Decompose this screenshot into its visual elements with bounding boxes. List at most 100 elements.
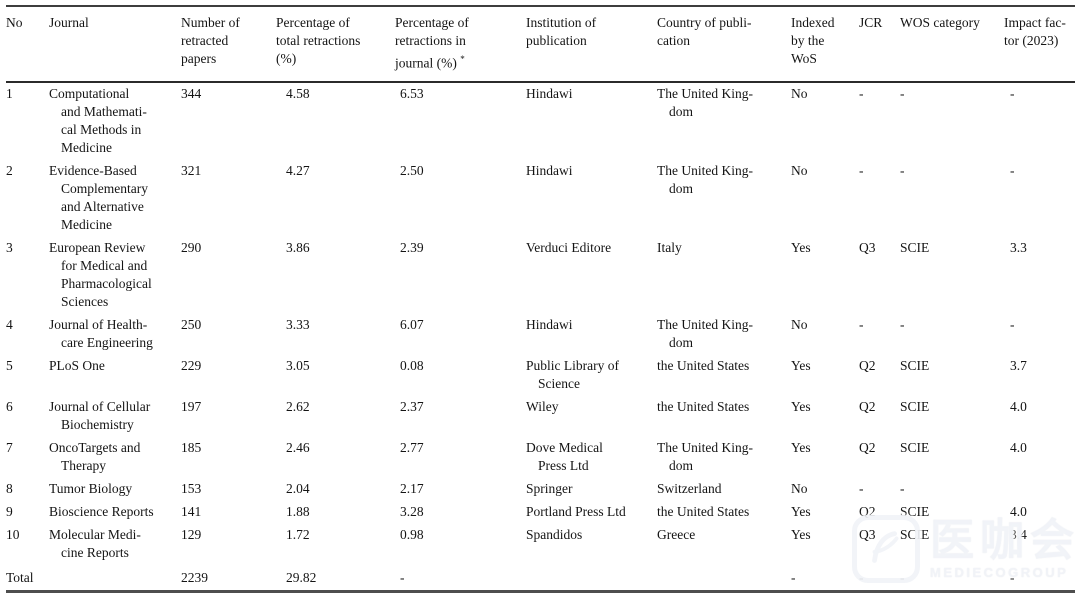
cell-indexed-wos: No <box>791 316 808 332</box>
cell-impact-factor: - <box>1010 316 1015 332</box>
cell-retracted-count: 2239 <box>181 569 208 585</box>
cell-country <box>657 565 791 592</box>
cell-impact-factor: 4.0 <box>1010 398 1027 414</box>
cell-country: Switzerland <box>657 480 722 496</box>
col-header-wos-category: WOS category <box>900 15 980 30</box>
cell-institution: Springer <box>526 480 573 496</box>
col-header-country: Country of publi- cation <box>657 15 752 48</box>
cell-country: The United King- dom <box>657 316 753 350</box>
cell-pct-journal: 2.50 <box>400 162 424 178</box>
cell-impact-factor: - <box>1010 569 1015 585</box>
cell-pct-total: 2.04 <box>286 480 310 496</box>
cell-country: Greece <box>657 526 696 542</box>
cell-institution: Hindawi <box>526 162 573 178</box>
cell-impact-factor: 3.3 <box>1010 239 1027 255</box>
cell-no: 8 <box>6 480 13 496</box>
cell-journal <box>49 565 181 592</box>
cell-jcr: Q3 <box>859 526 876 542</box>
cell-jcr: Q2 <box>859 503 876 519</box>
cell-journal: Journal of Cellular Biochemistry <box>49 398 151 432</box>
cell-impact-factor: 4.0 <box>1010 503 1027 519</box>
cell-impact-factor: 3.4 <box>1010 526 1027 542</box>
cell-wos-category: SCIE <box>900 526 930 542</box>
table-row: 8 Tumor Biology 153 2.04 2.17 Springer S… <box>6 478 1075 501</box>
cell-no: 3 <box>6 239 13 255</box>
cell-institution: Hindawi <box>526 316 573 332</box>
cell-impact-factor: 4.0 <box>1010 439 1027 455</box>
cell-retracted-count: 153 <box>181 480 202 496</box>
cell-no: 2 <box>6 162 13 178</box>
cell-institution <box>526 565 657 592</box>
cell-wos-category: - <box>900 85 905 101</box>
cell-pct-journal: 6.07 <box>400 316 424 332</box>
cell-institution: Wiley <box>526 398 559 414</box>
table-row: 9 Bioscience Reports 141 1.88 3.28 Portl… <box>6 501 1075 524</box>
cell-jcr: - <box>859 316 864 332</box>
cell-retracted-count: 141 <box>181 503 202 519</box>
retracted-journals-table: No Journal Number of retracted papers Pe… <box>6 5 1075 593</box>
cell-indexed-wos: Yes <box>791 357 811 373</box>
cell-jcr: - <box>859 85 864 101</box>
cell-retracted-count: 229 <box>181 357 202 373</box>
col-header-jcr: JCR <box>859 15 883 30</box>
col-header-no: No <box>6 15 23 30</box>
cell-country: the United States <box>657 503 750 519</box>
cell-country: The United King- dom <box>657 85 753 119</box>
cell-country: the United States <box>657 357 750 373</box>
col-header-pct-total: Percentage of total retractions (%) <box>276 15 361 66</box>
table-row: 4 Journal of Health- care Engineering 25… <box>6 314 1075 355</box>
table-body: 1 Computational and Mathemati- cal Metho… <box>6 82 1075 592</box>
cell-pct-total: 2.46 <box>286 439 310 455</box>
table-row: 3 European Review for Medical and Pharma… <box>6 237 1075 314</box>
cell-pct-total: 3.86 <box>286 239 310 255</box>
cell-jcr: - <box>859 480 864 496</box>
cell-institution: Portland Press Ltd <box>526 503 626 519</box>
cell-no: 1 <box>6 85 13 101</box>
cell-impact-factor: - <box>1010 162 1015 178</box>
cell-indexed-wos: Yes <box>791 503 811 519</box>
cell-pct-journal: 3.28 <box>400 503 424 519</box>
cell-no: 9 <box>6 503 13 519</box>
table-header: No Journal Number of retracted papers Pe… <box>6 6 1075 82</box>
col-header-retracted: Number of retracted papers <box>181 15 240 66</box>
col-header-pct-journal: Percentage of retractions in journal (%)… <box>395 15 469 71</box>
cell-pct-journal: 2.39 <box>400 239 424 255</box>
cell-journal: Journal of Health- care Engineering <box>49 316 153 350</box>
cell-institution: Verduci Editore <box>526 239 612 255</box>
footnote-asterisk: * <box>460 54 465 64</box>
cell-wos-category: SCIE <box>900 503 930 519</box>
cell-journal: Molecular Medi- cine Reports <box>49 526 141 560</box>
cell-indexed-wos: Yes <box>791 239 811 255</box>
table-row: 7 OncoTargets and Therapy 185 2.46 2.77 … <box>6 437 1075 478</box>
cell-pct-journal: 6.53 <box>400 85 424 101</box>
cell-jcr: Q2 <box>859 357 876 373</box>
cell-jcr: - <box>859 162 864 178</box>
table-row: 1 Computational and Mathemati- cal Metho… <box>6 82 1075 160</box>
table-row: 6 Journal of Cellular Biochemistry 197 2… <box>6 396 1075 437</box>
col-header-impact-factor: Impact fac- tor (2023) <box>1004 15 1066 48</box>
cell-pct-journal: 0.08 <box>400 357 424 373</box>
cell-impact-factor <box>1004 478 1075 501</box>
cell-country: The United King- dom <box>657 439 753 473</box>
cell-journal: European Review for Medical and Pharmaco… <box>49 239 152 309</box>
cell-retracted-count: 129 <box>181 526 202 542</box>
cell-no: 10 <box>6 526 20 542</box>
header-row: No Journal Number of retracted papers Pe… <box>6 6 1075 82</box>
cell-jcr: Q3 <box>859 239 876 255</box>
cell-institution: Hindawi <box>526 85 573 101</box>
col-header-journal: Journal <box>49 15 89 30</box>
cell-indexed-wos: Yes <box>791 526 811 542</box>
cell-journal: Tumor Biology <box>49 480 133 496</box>
cell-retracted-count: 197 <box>181 398 202 414</box>
cell-pct-total: 4.58 <box>286 85 310 101</box>
cell-retracted-count: 185 <box>181 439 202 455</box>
cell-journal: Computational and Mathemati- cal Methods… <box>49 85 147 155</box>
cell-pct-total: 3.05 <box>286 357 310 373</box>
cell-no: 5 <box>6 357 13 373</box>
cell-retracted-count: 250 <box>181 316 202 332</box>
cell-pct-journal: 0.98 <box>400 526 424 542</box>
cell-journal: OncoTargets and Therapy <box>49 439 141 473</box>
cell-pct-total: 29.82 <box>286 569 317 585</box>
cell-jcr: - <box>859 569 864 585</box>
cell-country: The United King- dom <box>657 162 753 196</box>
